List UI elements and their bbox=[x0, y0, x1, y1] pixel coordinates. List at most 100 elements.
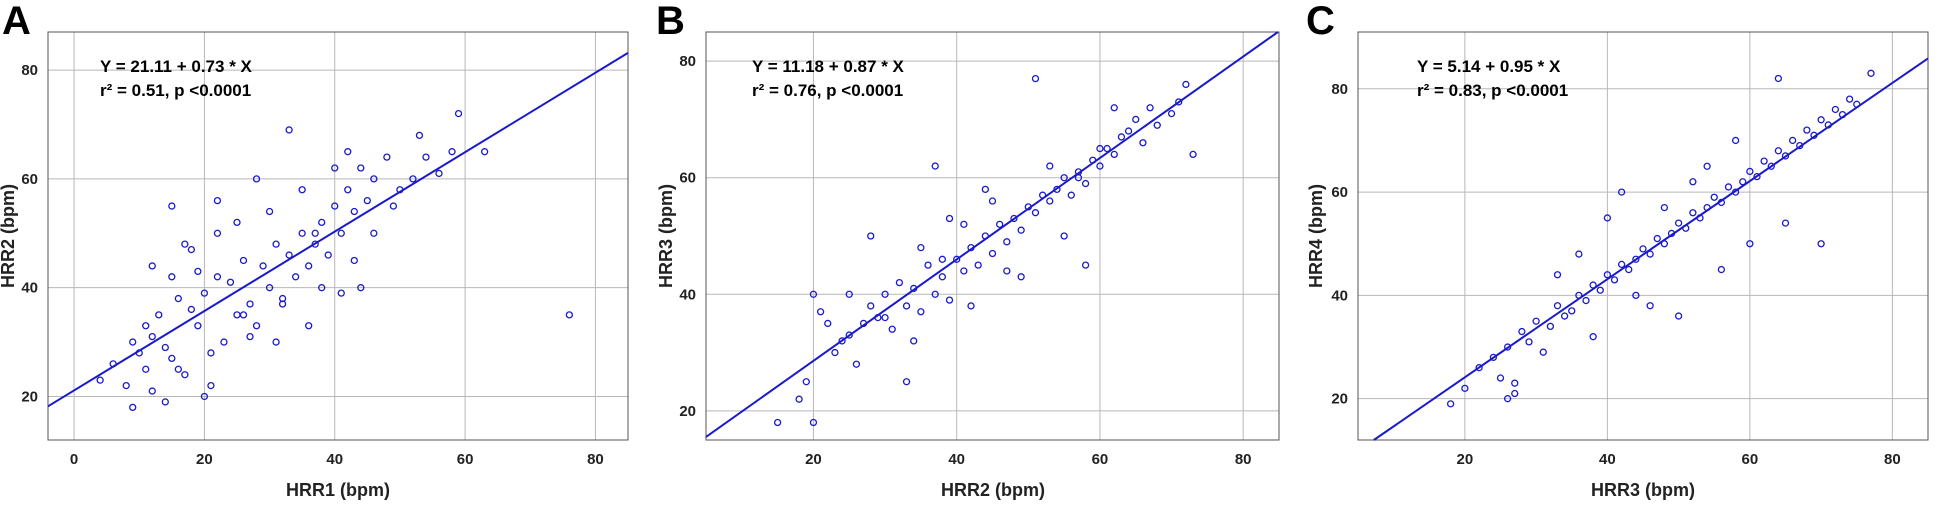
panel-b-data-point bbox=[1010, 214, 1018, 223]
panel-b-data-point bbox=[1153, 121, 1161, 129]
panel-c-y-axis-label: HRR4 (bpm) bbox=[1306, 184, 1326, 288]
panel-b-data-point bbox=[1175, 98, 1183, 106]
panel-c-data-point bbox=[1489, 353, 1498, 362]
panel-c-grid bbox=[1358, 32, 1928, 440]
panel-a-data-point bbox=[318, 284, 326, 292]
panel-c-data-point bbox=[1689, 178, 1697, 186]
panel-a-data-point bbox=[311, 229, 319, 237]
panel-c-x-tick-label: 20 bbox=[1457, 451, 1474, 468]
panel-b-tick-labels: 20 40 60 80 20 40 60 80 bbox=[679, 53, 1251, 468]
panel-b-data-point bbox=[824, 319, 832, 328]
panel-a-data-point bbox=[285, 126, 293, 134]
panel-b-letter: B bbox=[656, 0, 685, 43]
panel-b-data-point bbox=[1081, 261, 1090, 269]
panel-a-data-point bbox=[246, 300, 254, 308]
panel-b-data-point bbox=[1167, 109, 1176, 118]
panel-c-data-point bbox=[1511, 389, 1519, 398]
panel-c-r-squared: r² = 0.83, p <0.0001 bbox=[1417, 81, 1568, 100]
panel-c-data-point bbox=[1817, 116, 1825, 124]
panel-c-data-point bbox=[1546, 322, 1555, 331]
panel-c-data-point bbox=[1746, 240, 1754, 248]
panel-a-data-point bbox=[285, 251, 293, 259]
panel-c-data-point bbox=[1753, 172, 1761, 181]
panel-c-data-point bbox=[1760, 157, 1768, 165]
panel-a-data-point bbox=[383, 153, 391, 161]
panel-a-data-point bbox=[344, 186, 352, 194]
panel-b-data-point bbox=[1031, 209, 1040, 217]
panel-b-data-point bbox=[1124, 127, 1133, 135]
panel-a-data-point bbox=[350, 207, 358, 216]
panel-a-data-point bbox=[220, 338, 228, 346]
panel-c-data-point bbox=[1525, 338, 1533, 346]
panel-a-data-point bbox=[142, 365, 150, 373]
panel-b-data-point bbox=[938, 273, 947, 281]
panel-a-data-point bbox=[357, 284, 365, 292]
panel-b-data-point bbox=[1117, 133, 1126, 141]
panel-b-x-tick-label: 20 bbox=[805, 451, 822, 468]
panel-a-data-point bbox=[259, 262, 267, 270]
panel-c-letter: C bbox=[1306, 0, 1335, 43]
panel-c-data-point bbox=[1689, 209, 1697, 217]
panel-b-data-point bbox=[974, 261, 982, 269]
panel-b-y-tick-label: 60 bbox=[679, 170, 696, 187]
panel-a-data-point bbox=[324, 251, 332, 259]
panel-b-points bbox=[773, 74, 1197, 427]
panel-b-data-point bbox=[967, 302, 975, 310]
panel-b-data-point bbox=[1046, 197, 1054, 205]
panel-a-data-point bbox=[272, 240, 280, 248]
panel-a-data-point bbox=[207, 349, 215, 357]
panel-a-data-point bbox=[142, 322, 150, 330]
panel-b-data-point bbox=[1046, 162, 1054, 170]
panel-c-x-tick-label: 80 bbox=[1884, 451, 1901, 468]
panel-b-data-point bbox=[960, 267, 968, 275]
panel-a-data-point bbox=[565, 311, 573, 319]
panel-a-data-point bbox=[305, 322, 313, 330]
panel-c-data-point bbox=[1596, 286, 1604, 294]
panel-a-regression-line bbox=[47, 52, 629, 408]
panel-b-data-point bbox=[1096, 144, 1104, 153]
panel-a-data-point bbox=[291, 273, 300, 281]
panel-c-x-tick-label: 60 bbox=[1742, 451, 1759, 468]
panel-a-data-point bbox=[265, 207, 274, 216]
panel-b-data-point bbox=[910, 337, 918, 345]
panel-a-data-point bbox=[357, 164, 365, 172]
panel-b-data-point bbox=[1060, 232, 1068, 240]
panel-c-data-point bbox=[1646, 302, 1654, 310]
panel-b-data-point bbox=[888, 325, 896, 333]
panel-b-x-axis-label: HRR2 (bpm) bbox=[941, 480, 1045, 500]
panel-c-equation: Y = 5.14 + 0.95 * X bbox=[1417, 57, 1561, 76]
panel-b-data-point bbox=[816, 308, 825, 316]
panel-a-data-point bbox=[311, 240, 319, 248]
panel-c-data-point bbox=[1503, 395, 1512, 403]
panel-b-x-tick-label: 60 bbox=[1092, 451, 1109, 468]
panel-b-data-point bbox=[867, 302, 875, 310]
panel-b-grid bbox=[706, 32, 1279, 440]
panel-c-data-point bbox=[1511, 379, 1519, 387]
panel-c-x-tick-label: 40 bbox=[1599, 451, 1616, 468]
panel-b-data-point bbox=[996, 220, 1004, 228]
panel-a-x-tick-label: 20 bbox=[196, 451, 213, 468]
panel-b-data-point bbox=[1031, 74, 1040, 83]
panel-c-data-point bbox=[1532, 317, 1540, 325]
panel-c-data-point bbox=[1653, 234, 1661, 243]
panel-b-plot-frame bbox=[705, 31, 1280, 441]
panel-c-data-point bbox=[1603, 271, 1612, 279]
panel-a-tick-labels: 0 20 40 60 80 20 40 60 80 bbox=[21, 62, 603, 468]
panel-a-r-squared: r² = 0.51, p <0.0001 bbox=[100, 81, 251, 100]
panel-b-data-point bbox=[1003, 267, 1011, 275]
panel-a-data-point bbox=[168, 202, 176, 210]
panel-a-data-point bbox=[187, 305, 196, 314]
panel-b-data-point bbox=[931, 290, 939, 298]
panel-a-plot-frame bbox=[47, 31, 629, 441]
panel-c-data-point bbox=[1617, 260, 1626, 269]
panel-a-data-point bbox=[422, 153, 430, 161]
panel-b-data-point bbox=[852, 360, 861, 368]
panel-a-data-point bbox=[207, 381, 215, 390]
panel-b-data-point bbox=[924, 261, 932, 269]
panel-a-data-point bbox=[318, 218, 326, 227]
panel-c-data-point bbox=[1503, 343, 1512, 351]
panel-b-data-point bbox=[881, 290, 889, 298]
panel-a-x-tick-label: 80 bbox=[587, 451, 604, 468]
panel-c-regression-line bbox=[1373, 57, 1929, 441]
